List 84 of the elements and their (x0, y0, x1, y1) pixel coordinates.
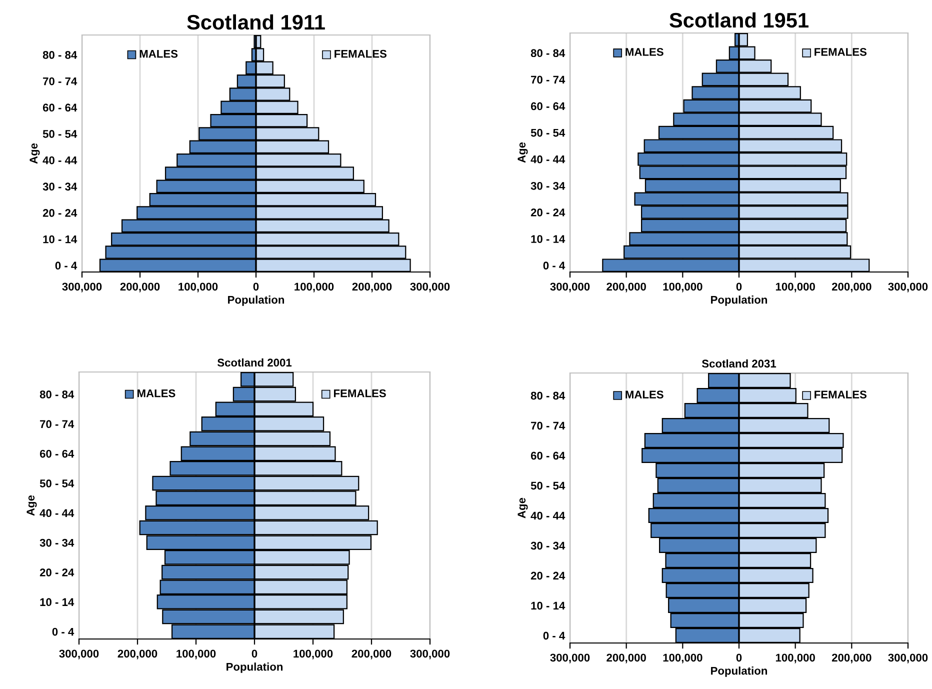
x-tick-label: 100,000 (294, 650, 333, 660)
x-tick-label: 300,000 (888, 654, 928, 664)
x-axis-title: Population (711, 296, 768, 306)
y-tick-label: 40 - 44 (42, 156, 78, 164)
x-tick-label: 300,000 (888, 282, 928, 292)
x-tick-label: 200,000 (118, 650, 158, 660)
chart-title: Scotland 1911 (187, 14, 325, 30)
x-tick-label: 0 (253, 282, 259, 291)
y-axis-title: Age (30, 143, 40, 164)
y-tick-label: 60 - 64 (42, 104, 78, 112)
x-tick-label: 100,000 (294, 282, 334, 292)
y-tick-label: 10 - 14 (40, 598, 74, 606)
y-tick-label: 60 - 64 (530, 102, 566, 110)
y-tick-label: 80 - 84 (530, 49, 566, 58)
x-tick-label: 200,000 (352, 282, 392, 292)
y-tick-label: 40 - 44 (530, 155, 566, 164)
legend-label: MALES (138, 389, 176, 398)
chart-title: Scotland 2001 (217, 358, 292, 367)
legend-label: MALES (626, 390, 664, 398)
y-tick-label: 40 - 44 (530, 512, 566, 520)
x-tick-label: 300,000 (550, 282, 590, 292)
y-tick-label: 50 - 54 (530, 128, 566, 137)
legend-label: FEMALES (334, 50, 387, 58)
y-tick-label: 20 - 24 (42, 209, 78, 217)
x-tick-label: 300,000 (59, 650, 99, 660)
legend-label: MALES (626, 48, 664, 56)
x-tick-label: 200,000 (832, 282, 872, 292)
y-tick-label: 80 - 84 (40, 390, 74, 398)
y-tick-label: 20 - 24 (530, 572, 566, 580)
legend-label: MALES (140, 50, 178, 58)
x-tick-label: 300,000 (410, 650, 450, 660)
y-tick-label: 30 - 34 (530, 542, 566, 550)
y-tick-label: 70 - 74 (531, 422, 566, 430)
x-tick-label: 200,000 (606, 654, 646, 664)
y-tick-label: 70 - 74 (531, 76, 566, 84)
y-tick-label: 60 - 64 (530, 452, 566, 460)
x-axis-title: Population (226, 662, 283, 673)
x-tick-label: 300,000 (62, 282, 102, 292)
x-tick-label: 100,000 (776, 654, 815, 664)
y-tick-label: 20 - 24 (40, 568, 74, 576)
legend-label: FEMALES (814, 390, 867, 398)
x-tick-label: 0 (736, 282, 742, 291)
x-tick-label: 200,000 (120, 282, 160, 292)
y-tick-label: 70 - 74 (40, 420, 74, 428)
y-tick-label: 80 - 84 (530, 392, 566, 400)
y-tick-label: 60 - 64 (40, 450, 74, 458)
chart-title: Scotland 2031 (702, 359, 776, 368)
y-tick-label: 50 - 54 (42, 130, 78, 138)
x-axis-title: Population (228, 296, 284, 306)
y-tick-label: 0 - 4 (52, 628, 74, 636)
y-tick-label: 40 - 44 (40, 509, 74, 518)
x-tick-label: 300,000 (410, 282, 450, 292)
x-tick-label: 100,000 (178, 282, 218, 292)
x-tick-label: 100,000 (776, 282, 815, 292)
y-axis-title: Age (518, 142, 528, 163)
legend-label: FEMALES (814, 48, 867, 56)
y-tick-label: 0 - 4 (543, 262, 566, 270)
y-tick-label: 20 - 24 (530, 208, 566, 216)
y-tick-label: 30 - 34 (530, 182, 566, 190)
y-axis-title: Age (518, 498, 528, 518)
y-tick-label: 10 - 14 (43, 235, 78, 244)
y-tick-label: 70 - 74 (43, 77, 78, 86)
y-axis-title: Age (26, 495, 37, 516)
x-tick-label: 200,000 (606, 282, 646, 292)
y-tick-label: 30 - 34 (40, 538, 74, 547)
x-tick-label: 0 (252, 650, 258, 658)
x-tick-label: 100,000 (663, 654, 702, 664)
y-tick-label: 80 - 84 (42, 51, 78, 59)
x-tick-label: 200,000 (352, 650, 392, 660)
legend-label: FEMALES (334, 389, 386, 398)
y-tick-label: 0 - 4 (543, 632, 566, 640)
x-tick-label: 100,000 (663, 282, 702, 292)
x-tick-label: 300,000 (550, 654, 590, 664)
y-tick-label: 50 - 54 (40, 480, 74, 488)
y-tick-label: 50 - 54 (530, 482, 566, 490)
x-tick-label: 0 (736, 654, 742, 662)
y-tick-label: 0 - 4 (55, 262, 78, 270)
y-tick-label: 10 - 14 (531, 602, 566, 610)
y-tick-label: 10 - 14 (531, 235, 566, 243)
x-axis-title: Population (711, 666, 768, 677)
x-tick-label: 200,000 (832, 654, 872, 664)
y-tick-label: 30 - 34 (42, 182, 78, 191)
chart-title: Scotland 1951 (670, 12, 808, 28)
x-tick-label: 100,000 (176, 650, 216, 660)
